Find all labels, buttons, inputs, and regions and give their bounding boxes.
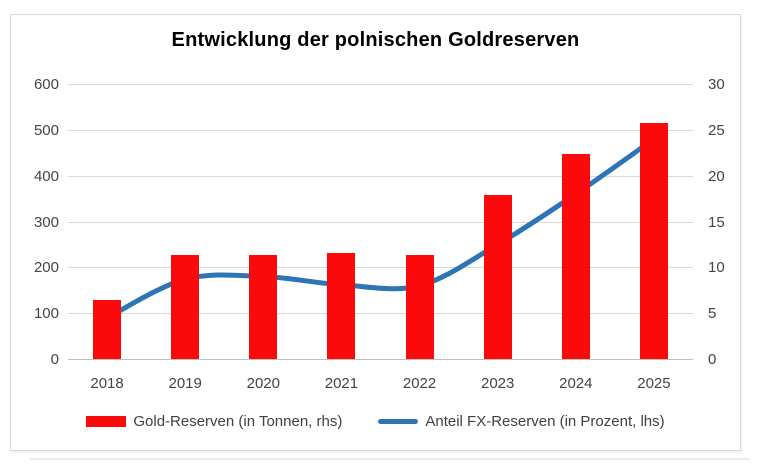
- gridline: [68, 175, 693, 177]
- legend-item-fx-share: Anteil FX-Reserven (in Prozent, lhs): [378, 413, 665, 430]
- right-axis-tick-label: 30: [708, 76, 725, 93]
- gridline: [68, 84, 693, 85]
- cropped-content-edge: [30, 458, 750, 460]
- left-axis-tick-label: 400: [33, 167, 59, 185]
- gridline: [68, 129, 693, 131]
- gold-reserves-bar-2025: [639, 122, 668, 359]
- right-axis-tick-label: 0: [708, 351, 717, 368]
- left-axis-tick-label: 300: [33, 213, 59, 231]
- plot-area: [68, 84, 693, 360]
- left-axis-tick-label: 600: [33, 76, 59, 93]
- gold-reserves-bar-2019: [171, 254, 200, 359]
- blue-line-swatch-icon: [378, 419, 419, 424]
- right-axis-tick-label: 25: [708, 121, 725, 139]
- fx-share-line-series: [104, 136, 657, 321]
- x-axis-label-2019: 2019: [168, 375, 202, 392]
- x-axis-label-2022: 2022: [402, 375, 437, 392]
- gold-reserves-bar-2023: [483, 194, 512, 359]
- x-axis-labels: 2018 2019 2020 2021 2022 2023 2024 2025: [68, 369, 693, 392]
- legend-label-fx-share: Anteil FX-Reserven (in Prozent, lhs): [425, 413, 665, 430]
- legend-item-gold-reserves: Gold-Reserven (in Tonnen, rhs): [86, 413, 342, 430]
- chart-title: Entwicklung der polnischen Goldreserven: [171, 29, 580, 51]
- x-axis-label-2018: 2018: [90, 375, 124, 392]
- gold-reserves-bar-2021: [327, 253, 356, 359]
- right-axis-ticks: 30 25 20 15 10 5 0: [708, 77, 742, 367]
- left-axis-ticks: 600 500 400 300 200 100 0: [23, 77, 59, 367]
- chart-frame: Entwicklung der polnischen Goldreserven …: [10, 14, 741, 451]
- left-axis-tick-label: 0: [50, 351, 59, 368]
- right-axis-tick-label: 10: [708, 259, 725, 277]
- gridline: [68, 313, 693, 315]
- x-axis-label-2020: 2020: [246, 375, 280, 392]
- gold-reserves-bar-2024: [561, 153, 590, 359]
- red-bar-swatch-icon: [86, 416, 127, 427]
- gold-reserves-bar-2020: [249, 254, 278, 359]
- x-axis-label-2025: 2025: [637, 375, 671, 392]
- x-axis-line: [68, 359, 693, 360]
- gridline: [68, 221, 693, 223]
- gridline: [68, 267, 693, 269]
- x-axis-label-2023: 2023: [481, 375, 515, 392]
- left-axis-tick-label: 200: [33, 259, 59, 277]
- gold-reserves-bar-2018: [93, 300, 122, 359]
- chart-legend: Gold-Reserven (in Tonnen, rhs) Anteil FX…: [11, 413, 740, 430]
- right-axis-tick-label: 5: [708, 305, 717, 323]
- right-axis-tick-label: 20: [708, 167, 725, 185]
- left-axis-tick-label: 100: [33, 305, 59, 323]
- left-axis-tick-label: 500: [33, 121, 59, 139]
- gold-reserves-bar-2022: [405, 254, 434, 359]
- legend-label-gold-reserves: Gold-Reserven (in Tonnen, rhs): [133, 413, 343, 430]
- right-axis-tick-label: 15: [708, 213, 725, 231]
- x-axis-label-2021: 2021: [324, 375, 359, 392]
- x-axis-label-2024: 2024: [559, 375, 593, 392]
